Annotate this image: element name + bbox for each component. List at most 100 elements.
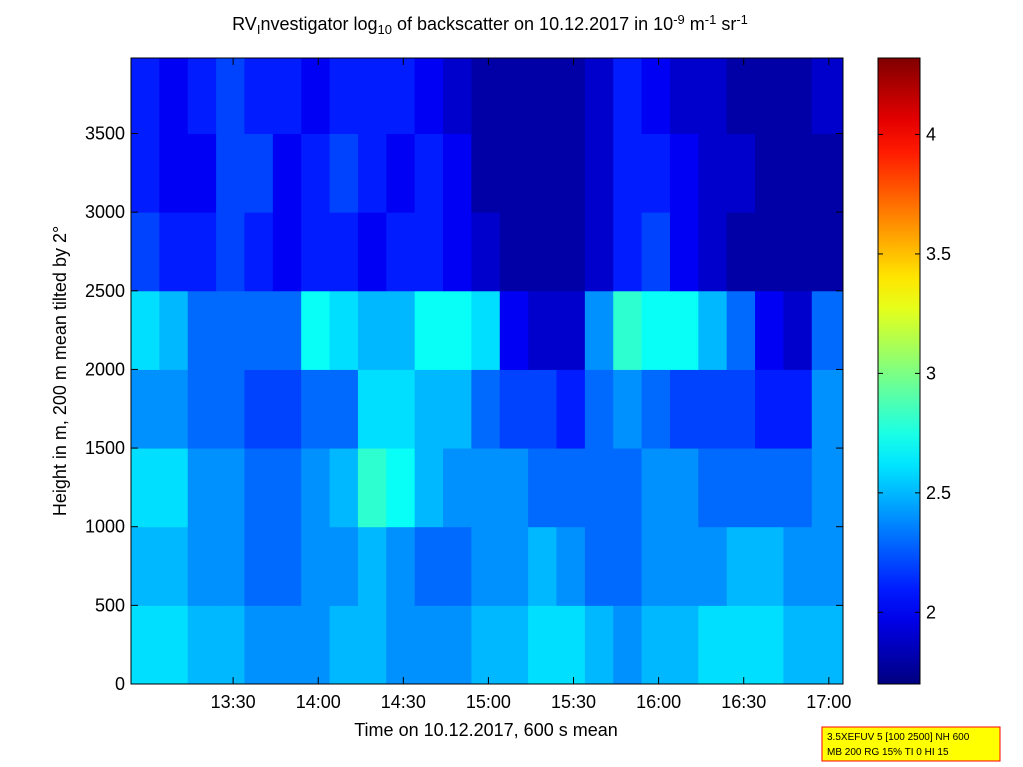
heatmap-cell: [641, 605, 671, 685]
heatmap-cell: [357, 369, 387, 449]
heatmap-cell: [443, 212, 472, 292]
heatmap-cell: [131, 133, 160, 213]
heatmap-cell: [301, 526, 331, 606]
heatmap-cell: [443, 369, 472, 449]
title-part: nvestigator log: [260, 14, 377, 34]
heatmap-cell: [244, 290, 274, 370]
heatmap-cell: [301, 448, 331, 528]
heatmap-cell: [613, 58, 643, 134]
heatmap-cell: [159, 605, 189, 685]
heatmap-cell: [556, 369, 586, 449]
heatmap-cell: [783, 212, 813, 292]
heatmap-cell: [528, 369, 557, 449]
heatmap-cell: [159, 526, 189, 606]
title-part: -1: [736, 12, 748, 27]
heatmap-cell: [811, 133, 844, 213]
heatmap-cell: [159, 290, 189, 370]
heatmap-cell: [811, 58, 844, 134]
x-tick-label: 16:00: [636, 692, 681, 712]
heatmap-cell: [641, 58, 671, 134]
heatmap-cell: [244, 58, 274, 134]
heatmap-cell: [272, 369, 302, 449]
heatmap-cell: [357, 526, 387, 606]
heatmap-cell: [216, 605, 245, 685]
heatmap-cell: [272, 290, 302, 370]
heatmap-cell: [471, 526, 501, 606]
heatmap-cell: [357, 58, 387, 134]
heatmap-cell: [471, 605, 501, 685]
heatmap-cell: [698, 448, 728, 528]
heatmap-cell: [528, 58, 557, 134]
x-tick-label: 15:00: [466, 692, 511, 712]
title-part: of backscatter on 10.12.2017 in 10: [392, 14, 673, 34]
heatmap-cell: [131, 448, 160, 528]
x-tick-label: 14:00: [296, 692, 341, 712]
heatmap-cell: [131, 212, 160, 292]
heatmap-cell: [443, 133, 472, 213]
heatmap-cell: [244, 448, 274, 528]
heatmap-cell: [669, 448, 699, 528]
heatmap-cell: [755, 58, 784, 134]
heatmap-cell: [414, 448, 444, 528]
heatmap-cell: [556, 448, 586, 528]
heatmap-cell: [499, 369, 529, 449]
heatmap-cell: [471, 369, 501, 449]
heatmap-cell: [272, 212, 302, 292]
heatmap-cell: [613, 448, 643, 528]
heatmap-cell: [216, 290, 245, 370]
heatmap-cell: [726, 290, 756, 370]
heatmap-cell: [187, 448, 217, 528]
heatmap-cell: [641, 212, 671, 292]
heatmap-cell: [726, 212, 756, 292]
heatmap-cell: [471, 448, 501, 528]
heatmap-cell: [755, 369, 784, 449]
heatmap-cell: [783, 526, 813, 606]
heatmap-cell: [783, 133, 813, 213]
colorbar-tick-label: 2: [926, 602, 936, 622]
heatmap-cell: [187, 58, 217, 134]
heatmap-cell: [414, 526, 444, 606]
heatmap-cell: [641, 290, 671, 370]
x-tick-label: 17:00: [806, 692, 851, 712]
heatmap-cell: [329, 212, 359, 292]
heatmap-cell: [613, 133, 643, 213]
title-part: -9: [673, 12, 685, 27]
heatmap-cell: [726, 526, 756, 606]
colorbar-tick-label: 3: [926, 363, 936, 383]
heatmap-cell: [584, 133, 614, 213]
heatmap-cell: [755, 605, 784, 685]
y-tick-label: 500: [95, 595, 125, 615]
heatmap-cell: [272, 448, 302, 528]
heatmap-cell: [783, 58, 813, 134]
title-part: 10: [378, 22, 392, 37]
colorbar-tick-label: 2.5: [926, 483, 951, 503]
info-line: 3.5XEFUV 5 [100 2500] NH 600: [827, 732, 970, 743]
heatmap-cell: [755, 448, 784, 528]
heatmap-cell: [556, 212, 586, 292]
heatmap-cell: [783, 605, 813, 685]
x-tick-label: 14:30: [381, 692, 426, 712]
heatmap-cell: [499, 605, 529, 685]
heatmap-cell: [301, 58, 331, 134]
x-tick-label: 13:30: [211, 692, 256, 712]
heatmap-cell: [329, 290, 359, 370]
heatmap-cell: [159, 212, 189, 292]
heatmap-cell: [471, 133, 501, 213]
heatmap-cell: [244, 212, 274, 292]
heatmap-cell: [131, 605, 160, 685]
heatmap-cell: [386, 290, 416, 370]
heatmap-cell: [131, 290, 160, 370]
heatmap-cell: [244, 526, 274, 606]
heatmap-cell: [187, 369, 217, 449]
heatmap-cell: [698, 290, 728, 370]
heatmap-cell: [528, 290, 557, 370]
y-tick-label: 1500: [85, 438, 125, 458]
heatmap-cell: [471, 290, 501, 370]
heatmap-cell: [414, 369, 444, 449]
heatmap-cell: [584, 290, 614, 370]
heatmap-cell: [698, 212, 728, 292]
heatmap-cell: [726, 448, 756, 528]
heatmap-cell: [131, 58, 160, 134]
heatmap-cell: [386, 133, 416, 213]
heatmap-cell: [811, 448, 844, 528]
